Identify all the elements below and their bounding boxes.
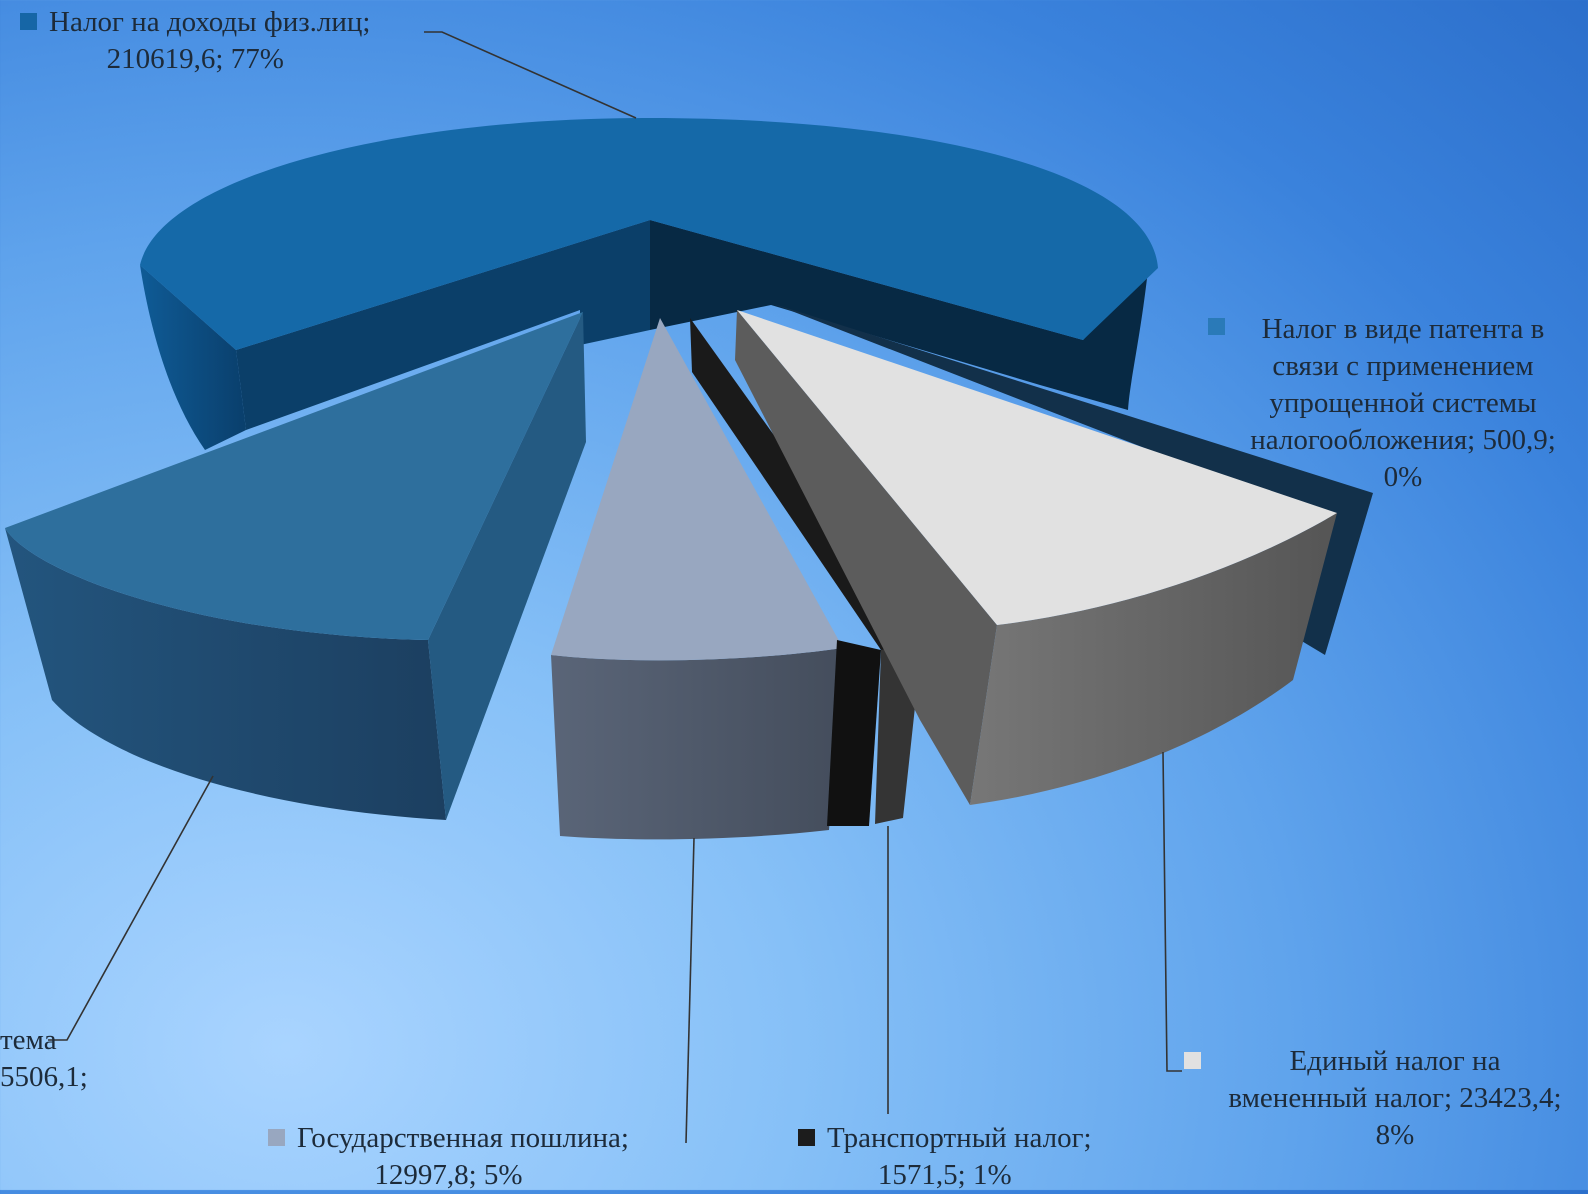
data-label-usn-line1: тема [0,1024,57,1056]
data-label-usn: тема 5506,1; [0,1022,88,1096]
legend-key-gos [268,1128,285,1146]
leader-line-envd [1162,751,1182,1072]
slice-patent [771,303,1373,655]
data-label-envd-line2: вмененный налог; 23423,4; [1228,1082,1562,1114]
data-label-trans: Транспортный налог; 1571,5; 1% [798,1120,1092,1194]
slice-envd-inner [735,310,997,805]
data-label-trans-line1: Транспортный налог; [827,1122,1092,1154]
slice-envd-top [737,310,1337,625]
slice-usn-side [5,528,446,820]
data-label-patent-line1: Налог в виде патента в [1261,313,1545,345]
data-label-envd: Единый налог на вмененный налог; 23423,4… [1210,1043,1580,1154]
leader-line-usn [48,775,214,1041]
legend-key-envd [1184,1052,1201,1069]
data-label-gos-line1: Государственная пошлина; [297,1122,629,1154]
data-label-patent-line5: 0% [1383,461,1423,493]
slice-envd [735,310,1337,805]
data-label-usn-line2: 5506,1; [0,1061,88,1093]
data-label-envd-line1: Единый налог на [1289,1045,1501,1077]
slice-usn-inner [428,312,586,820]
data-label-ndfl-line2: 210619,6; 77% [106,43,284,75]
slice-usn-top [5,312,583,640]
legend-key-trans [798,1128,815,1146]
data-label-patent: Налог в виде патента в связи с применени… [1228,311,1578,496]
slice-trans-side [827,640,881,826]
data-label-patent-line2: связи с применением [1272,350,1534,382]
data-label-ndfl: Налог на доходы физ.лиц; 210619,6; 77% [20,4,371,78]
slice-patent-top [771,303,1373,655]
slice-envd-side [970,513,1337,805]
leader-line-ndfl [424,31,637,119]
data-label-patent-line4: налогообложения; 500,9; [1250,424,1556,456]
data-label-ndfl-line1: Налог на доходы физ.лиц; [49,6,371,38]
slice-usn [5,312,586,820]
leader-line-gos [685,837,695,1144]
slice-ndfl-inner-right [650,220,1148,410]
slice-gos [551,318,843,840]
slice-ndfl-inner-left [236,220,650,430]
slice-trans-inner [692,322,922,824]
slice-gos-side [551,648,843,840]
slice-ndfl-top [140,118,1158,350]
data-label-gos-line2: 12997,8; 5% [374,1159,523,1191]
data-label-trans-line2: 1571,5; 1% [877,1159,1012,1191]
data-label-gos: Государственная пошлина; 12997,8; 5% [268,1120,629,1194]
slice-ndfl-side [140,265,246,450]
legend-key-patent [1208,318,1225,335]
data-label-patent-line3: упрощенной системы [1269,387,1537,419]
legend-key-ndfl [20,12,37,30]
slice-ndfl [140,118,1158,450]
slice-gos-top [551,318,843,661]
data-label-envd-line3: 8% [1375,1119,1415,1151]
